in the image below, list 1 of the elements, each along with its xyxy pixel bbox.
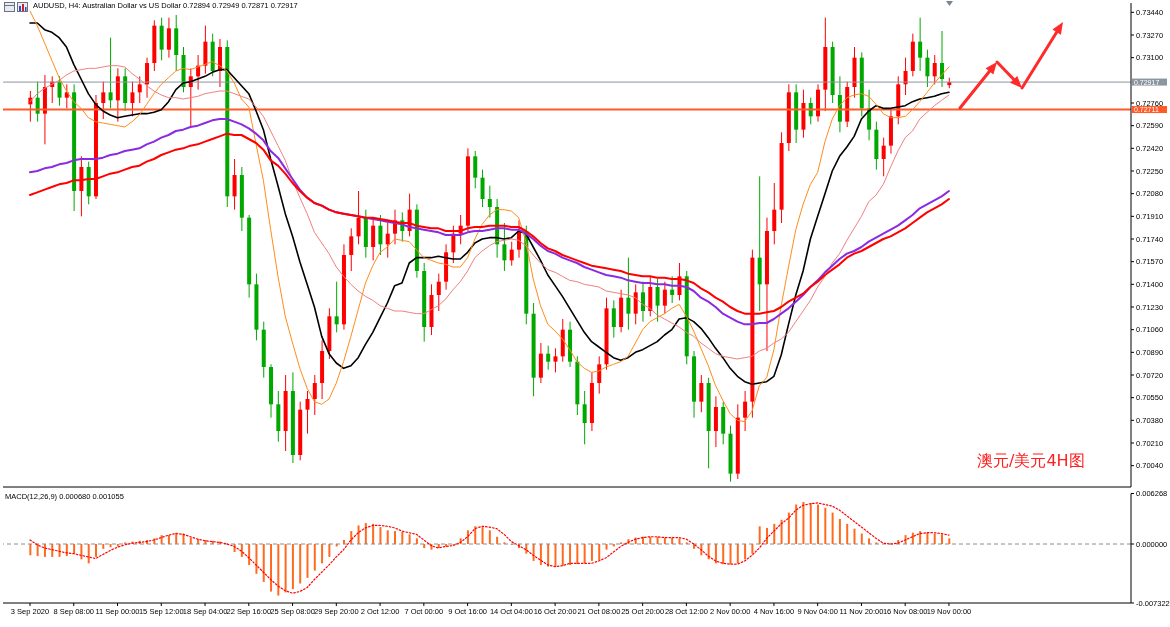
text: 澳元/美元4H图 xyxy=(977,451,1085,471)
